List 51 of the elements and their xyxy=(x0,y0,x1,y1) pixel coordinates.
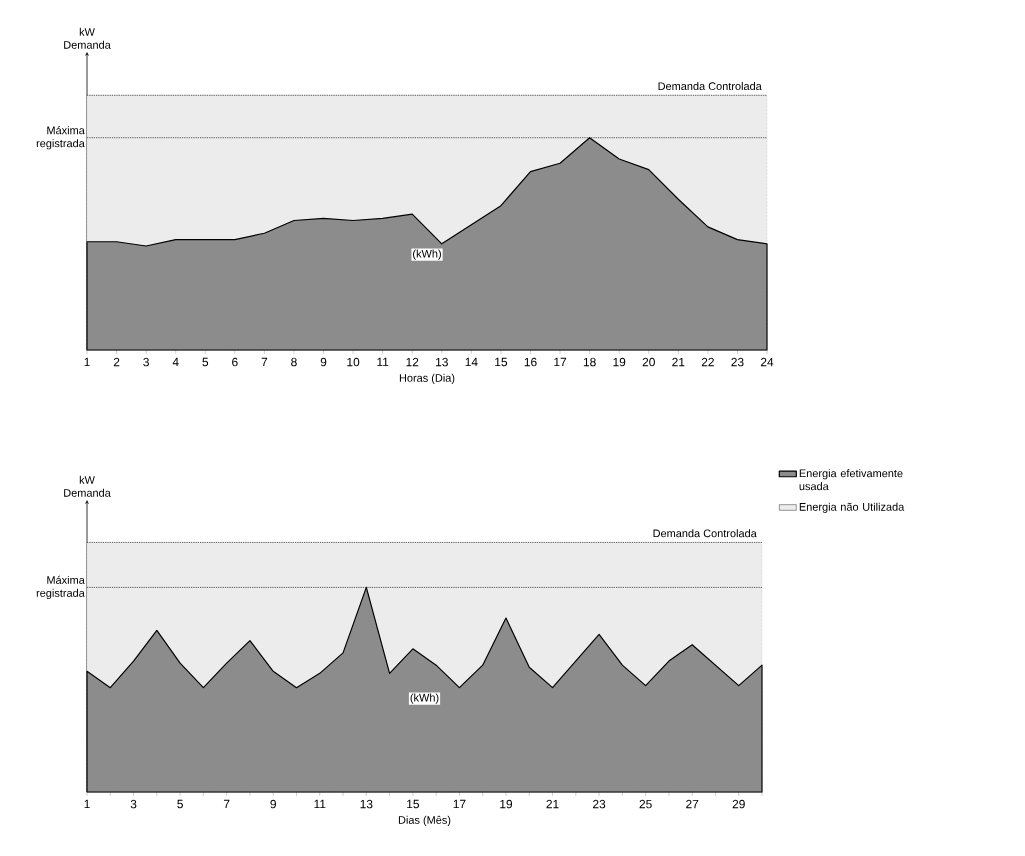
ref-line-label: Máxima registrada xyxy=(36,575,85,600)
x-tick-label: 27 xyxy=(686,799,699,809)
ref-line-label: Máxima registrada xyxy=(36,126,85,150)
x-tick-label: 25 xyxy=(639,799,652,809)
x-tick-label: 13 xyxy=(360,799,373,809)
x-tick-label: 21 xyxy=(672,357,685,367)
x-tick-label: 2 xyxy=(113,357,120,367)
x-tick-label: 15 xyxy=(495,357,508,367)
x-tick-label: 19 xyxy=(613,357,626,367)
x-tick-label: 7 xyxy=(261,357,268,367)
x-tick-label: 18 xyxy=(583,357,596,367)
x-tick-label: 13 xyxy=(436,357,448,367)
x-tick-label: 23 xyxy=(731,357,744,367)
x-tick-label: 10 xyxy=(347,357,360,367)
x-tick-label: 11 xyxy=(377,357,389,367)
y-axis-title: kW Demanda xyxy=(64,27,111,49)
x-tick-label: 17 xyxy=(453,799,466,809)
x-axis-title: Dias (Mês) xyxy=(398,815,451,827)
x-tick-label: 5 xyxy=(202,357,209,367)
x-tick-label: 1 xyxy=(84,357,90,367)
annotation: (kWh) xyxy=(413,249,441,260)
x-tick-label: 9 xyxy=(320,357,327,367)
x-tick-label: 3 xyxy=(130,799,137,809)
x-tick-label: 5 xyxy=(177,799,183,809)
ref-line-label: Demanda Controlada xyxy=(653,529,757,538)
x-tick-label: 22 xyxy=(701,357,714,367)
legend-label: Energia efetivamente usada xyxy=(799,469,903,491)
x-tick-label: 23 xyxy=(593,799,606,809)
legend-label: Energia não Utilizada xyxy=(799,502,905,513)
x-tick-label: 9 xyxy=(270,799,276,809)
x-tick-label: 17 xyxy=(554,357,567,367)
ref-line-label: Demanda Controlada xyxy=(658,82,762,91)
x-tick-label: 11 xyxy=(314,799,326,809)
x-tick-label: 12 xyxy=(406,357,419,367)
x-axis-title: Horas (Dia) xyxy=(399,373,455,385)
x-tick-label: 3 xyxy=(143,357,149,367)
x-tick-label: 7 xyxy=(223,799,230,809)
x-tick-label: 29 xyxy=(732,799,745,809)
x-tick-label: 15 xyxy=(407,799,420,809)
x-tick-label: 1 xyxy=(84,799,90,809)
x-tick-label: 21 xyxy=(546,799,559,809)
x-tick-label: 4 xyxy=(172,357,179,367)
x-tick-label: 6 xyxy=(232,357,238,367)
x-tick-label: 19 xyxy=(500,799,513,809)
x-tick-label: 20 xyxy=(642,357,655,367)
y-axis-title: kW Demanda xyxy=(64,475,111,497)
annotation: (kWh) xyxy=(410,693,439,704)
x-tick-label: 14 xyxy=(465,357,478,367)
x-tick-label: 24 xyxy=(760,357,774,367)
x-tick-label: 8 xyxy=(291,357,297,367)
x-tick-label: 16 xyxy=(524,357,537,367)
